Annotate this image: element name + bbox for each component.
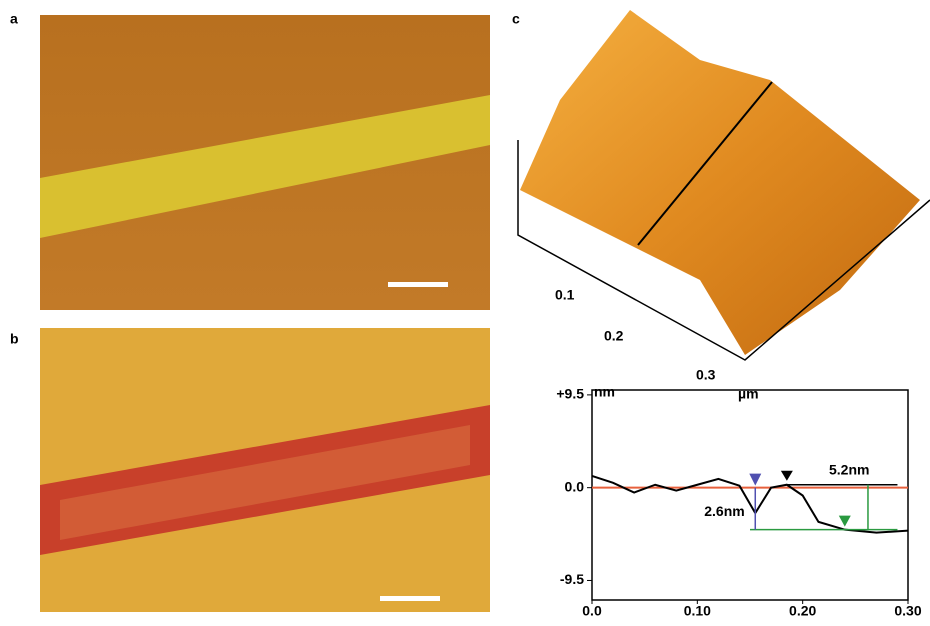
surface-tick: 0.1 bbox=[555, 287, 575, 303]
figure: a b c 0.1 0.2 0.3 µm nm +9.5 0.0 -9.5 0.0 0.… bbox=[0, 0, 930, 621]
x-tick-label: 0.0 bbox=[582, 603, 602, 619]
x-tick-label: 0.10 bbox=[684, 603, 711, 619]
panel-label: a bbox=[10, 11, 18, 27]
annotation: 2.6nm bbox=[704, 503, 744, 519]
x-tick-label: 0.30 bbox=[894, 603, 921, 619]
panel-label: b bbox=[10, 331, 19, 347]
scale-bar bbox=[388, 282, 448, 287]
x-tick-label: 0.20 bbox=[789, 603, 816, 619]
surface-unit: µm bbox=[738, 386, 759, 402]
y-axis-label: nm bbox=[594, 384, 615, 400]
marker bbox=[839, 516, 851, 527]
surface-tick: 0.3 bbox=[696, 367, 716, 383]
afm-surface bbox=[520, 10, 920, 355]
surface-tick: 0.2 bbox=[604, 328, 624, 344]
marker bbox=[749, 474, 761, 486]
y-tick-label: 0.0 bbox=[565, 478, 585, 494]
y-tick-label: +9.5 bbox=[556, 386, 584, 402]
marker bbox=[781, 471, 793, 481]
scale-bar bbox=[380, 596, 440, 601]
y-tick-label: -9.5 bbox=[560, 571, 584, 587]
annotation: 5.2nm bbox=[829, 461, 869, 477]
panel-label: c bbox=[512, 11, 520, 27]
plot-frame bbox=[592, 390, 908, 600]
